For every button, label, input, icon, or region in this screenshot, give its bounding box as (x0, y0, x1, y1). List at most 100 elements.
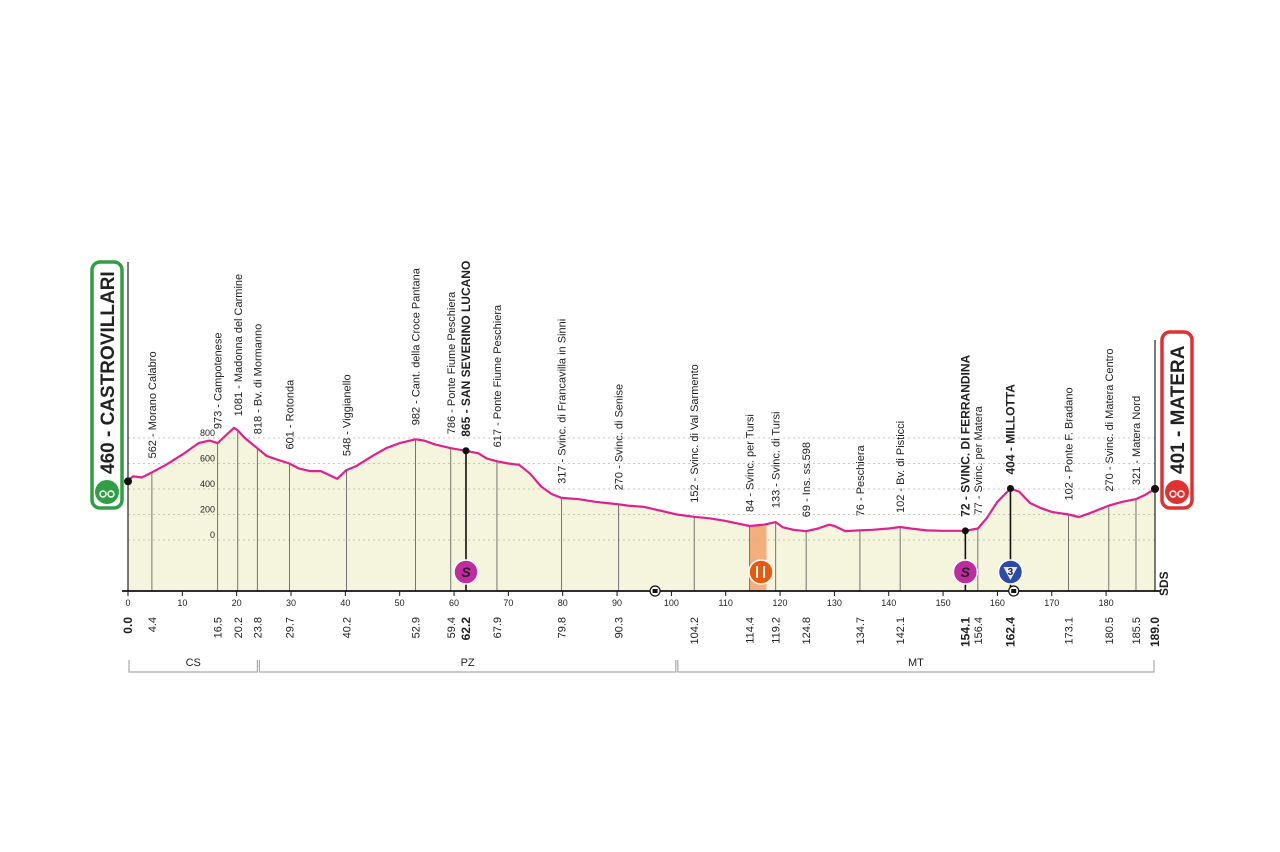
axis-tick-label: 40 (340, 598, 350, 608)
km-label: 67.9 (492, 617, 504, 638)
tunnel-icon-inner (652, 589, 658, 593)
grid-label-600: 600 (200, 454, 215, 464)
climb-dot (1006, 484, 1014, 492)
km-label: 156.4 (973, 617, 985, 645)
axis-tick-label: 70 (503, 598, 513, 608)
waypoint-label: 76 - Peschiera (855, 445, 867, 517)
waypoint-label: 617 - Ponte Fiume Peschiera (492, 304, 504, 447)
regions: CS PZ MT (128, 657, 1155, 673)
waypoint-label: 72 - SVINC. DI FERRANDINA (958, 354, 972, 516)
start-dot (124, 477, 132, 486)
waypoint-label: 1081 - Madonna del Carmine (233, 274, 245, 416)
axis-tick-label: 120 (773, 598, 788, 608)
waypoint-label: 973 - Campotenese (213, 332, 225, 429)
axis-tick-label: 150 (936, 598, 951, 608)
region-bracket (128, 660, 259, 673)
waypoint-label: 601 - Rotonda (284, 379, 296, 450)
waypoint-label: 102 - Ponte F. Bradano (1064, 387, 1076, 500)
waypoint-label: 84 - Svinc. per Tursi (745, 414, 757, 512)
finish-badge (1160, 330, 1194, 510)
axis-tick-label: 180 (1099, 598, 1114, 608)
altitude-grid: 0 200 400 600 800 (128, 428, 1155, 541)
axis-tick-label: 80 (558, 598, 568, 608)
waypoint-label: 270 - Svinc. di Matera Centro (1104, 348, 1116, 491)
km-label: 20.2 (233, 617, 245, 638)
axis-tick-label: 110 (719, 598, 733, 608)
km-label: 180.5 (1104, 617, 1116, 645)
km-label: 124.8 (801, 617, 813, 645)
km-label: 52.9 (410, 617, 422, 638)
sprint-dot (462, 447, 470, 455)
profile-line-layer (127, 426, 1156, 533)
start-badge (90, 260, 124, 510)
waypoint-labels: 562 - Morano Calabro 973 - Campotenese 108… (147, 261, 1143, 517)
sds-logo: SDS (1157, 571, 1171, 596)
km-label: 0.0 (121, 617, 135, 634)
km-labels: 0.0 4.4 16.5 20.2 23.8 29.7 40.2 52.9 59.4 62.2 67… (121, 617, 1162, 647)
axis-tick-label: 90 (612, 598, 622, 608)
axis-tick-label: 30 (286, 598, 296, 608)
axis-tick-label: 160 (990, 598, 1005, 608)
waypoint-label: 152 - Svinc. di Val Sarmento (689, 364, 701, 503)
km-label: 104.2 (689, 617, 701, 645)
km-label: 62.2 (459, 617, 473, 641)
grid-label-200: 200 (200, 505, 215, 515)
grid-label-0: 0 (210, 530, 215, 540)
profile-line (127, 426, 1156, 533)
km-label: 142.1 (895, 617, 907, 645)
waypoint-label: 317 - Svinc. di Francavilla in Sinni (557, 319, 569, 484)
axis-tick-label: 10 (177, 598, 187, 608)
km-label: 40.2 (341, 617, 353, 638)
tunnel-icon-inner (1011, 589, 1017, 593)
region-label: MT (908, 657, 924, 669)
profile-area (128, 427, 1155, 591)
km-label: 114.4 (745, 617, 757, 644)
waypoint-label: 865 - SAN SEVERINO LUCANO (459, 261, 473, 437)
axis-tick-label: 0 (125, 598, 130, 608)
start-bike-wheel (99, 490, 107, 498)
climb-icon (1003, 567, 1018, 580)
km-label: 162.4 (1003, 617, 1017, 647)
waypoint-label: 786 - Ponte Fiume Peschiera (446, 291, 458, 434)
sprint-dot (961, 527, 969, 535)
axis-tick-label: 100 (664, 598, 679, 608)
waypoint-label: 982 - Cant. della Croce Pantana (410, 267, 422, 425)
feed-icon (756, 566, 766, 578)
axis-tick-label: 170 (1044, 598, 1059, 608)
finish-bike-wheel (1169, 490, 1177, 498)
km-label: 79.8 (557, 617, 569, 638)
axis-tick-label: 140 (881, 598, 896, 608)
km-label: 119.2 (771, 617, 783, 644)
grid-label-400: 400 (200, 479, 215, 489)
start-bike-icon (95, 480, 119, 504)
finish-bike-wheel (1177, 490, 1185, 498)
waypoint-label: 548 - Viggianello (341, 374, 353, 456)
waypoint-label: 562 - Morano Calabro (147, 351, 159, 458)
km-label: 185.5 (1131, 617, 1143, 645)
finish-dot (1151, 484, 1159, 493)
waypoint-label: 818 - Bv. di Mormanno (252, 324, 264, 434)
km-label: 16.5 (213, 617, 225, 638)
waypoint-label: 102 - Bv. di Pisticci (895, 421, 907, 513)
waypoint-label: 321 - Matera Nord (1131, 396, 1143, 485)
km-label: 23.8 (252, 617, 264, 638)
axis-tick-label: 20 (232, 598, 242, 608)
axis-tick-label: 50 (395, 598, 405, 608)
km-label: 4.4 (147, 617, 159, 632)
sprint-symbol: S (961, 564, 971, 580)
region-bracket (677, 660, 1155, 673)
markers: S S 3 (453, 447, 1024, 597)
waypoint-label: 77 - Svinc. per Matera (973, 405, 985, 514)
sprint-marker (453, 559, 479, 585)
climb-symbol: 3 (1008, 567, 1014, 578)
start-label: 460 - CASTROVILLARI (98, 271, 119, 474)
start-finish: 460 - CASTROVILLARI 401 - MATERA (90, 260, 1194, 510)
axis-tick-label: 60 (449, 598, 459, 608)
region-label: PZ (461, 657, 475, 669)
km-axis: 0 10 20 30 40 50 60 70 80 90 100 110 120 130 140 150 160… (122, 590, 1161, 608)
waypoint-label: 69 - Ins. ss.598 (801, 442, 813, 517)
finish-label: 401 - MATERA (1168, 345, 1189, 474)
sprint-marker (952, 559, 979, 585)
km-label: 173.1 (1064, 617, 1076, 645)
waypoint-label: 270 - Svinc. di Senise (614, 384, 626, 490)
